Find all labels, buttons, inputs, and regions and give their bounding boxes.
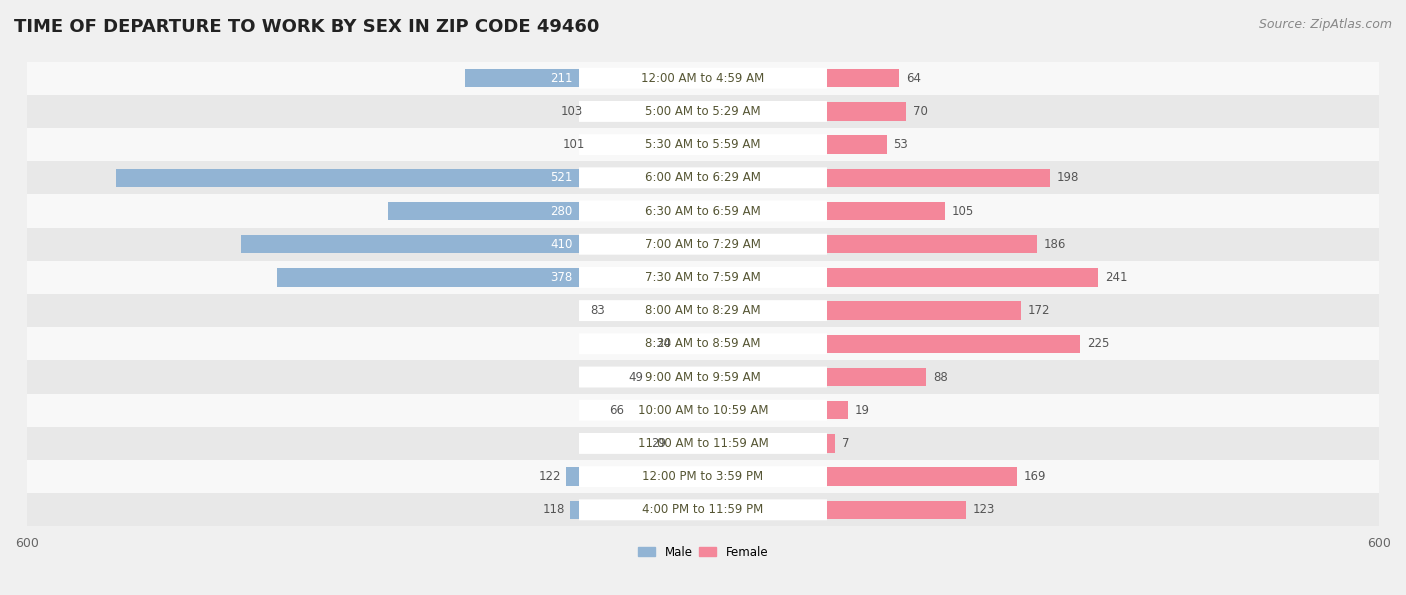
Text: 10:00 AM to 10:59 AM: 10:00 AM to 10:59 AM — [638, 404, 768, 416]
Bar — [27, 460, 1379, 493]
Text: 7:00 AM to 7:29 AM: 7:00 AM to 7:29 AM — [645, 238, 761, 250]
Text: 8:00 AM to 8:29 AM: 8:00 AM to 8:29 AM — [645, 304, 761, 317]
Bar — [388, 202, 579, 220]
Text: 122: 122 — [538, 470, 561, 483]
Bar — [827, 302, 1021, 320]
Text: TIME OF DEPARTURE TO WORK BY SEX IN ZIP CODE 49460: TIME OF DEPARTURE TO WORK BY SEX IN ZIP … — [14, 18, 599, 36]
Text: 105: 105 — [952, 205, 974, 218]
FancyBboxPatch shape — [579, 68, 827, 89]
FancyBboxPatch shape — [579, 167, 827, 188]
Bar — [827, 268, 1098, 287]
FancyBboxPatch shape — [579, 201, 827, 221]
FancyBboxPatch shape — [579, 101, 827, 122]
Text: 6:30 AM to 6:59 AM: 6:30 AM to 6:59 AM — [645, 205, 761, 218]
Bar — [27, 228, 1379, 261]
Bar — [827, 500, 966, 519]
Text: 211: 211 — [550, 72, 572, 84]
Text: 521: 521 — [550, 171, 572, 184]
Bar — [27, 161, 1379, 195]
Text: 8:30 AM to 8:59 AM: 8:30 AM to 8:59 AM — [645, 337, 761, 350]
Bar — [827, 169, 1050, 187]
Text: 241: 241 — [1105, 271, 1128, 284]
Text: 7: 7 — [842, 437, 849, 450]
Text: 12:00 PM to 3:59 PM: 12:00 PM to 3:59 PM — [643, 470, 763, 483]
Text: 5:30 AM to 5:59 AM: 5:30 AM to 5:59 AM — [645, 138, 761, 151]
Bar — [827, 235, 1036, 253]
Text: 49: 49 — [628, 371, 644, 384]
FancyBboxPatch shape — [579, 499, 827, 520]
FancyBboxPatch shape — [579, 466, 827, 487]
Text: 123: 123 — [973, 503, 994, 516]
Text: 4:00 PM to 11:59 PM: 4:00 PM to 11:59 PM — [643, 503, 763, 516]
Bar — [827, 335, 1080, 353]
Bar — [827, 368, 927, 386]
Text: 70: 70 — [912, 105, 928, 118]
Bar — [827, 202, 945, 220]
Text: 66: 66 — [609, 404, 624, 416]
Bar — [115, 169, 579, 187]
Text: 169: 169 — [1024, 470, 1046, 483]
Bar — [27, 327, 1379, 361]
Text: 12:00 AM to 4:59 AM: 12:00 AM to 4:59 AM — [641, 72, 765, 84]
Bar — [827, 468, 1018, 486]
Bar — [27, 394, 1379, 427]
FancyBboxPatch shape — [579, 300, 827, 321]
FancyBboxPatch shape — [579, 333, 827, 354]
Text: 410: 410 — [550, 238, 572, 250]
Bar — [277, 268, 579, 287]
FancyBboxPatch shape — [579, 433, 827, 454]
Text: 198: 198 — [1057, 171, 1080, 184]
Bar — [565, 468, 579, 486]
Text: 378: 378 — [550, 271, 572, 284]
FancyBboxPatch shape — [579, 400, 827, 421]
Text: 186: 186 — [1043, 238, 1066, 250]
Bar — [27, 195, 1379, 228]
FancyBboxPatch shape — [579, 267, 827, 288]
Text: 64: 64 — [905, 72, 921, 84]
Text: 29: 29 — [651, 437, 666, 450]
Bar — [27, 493, 1379, 527]
FancyBboxPatch shape — [579, 367, 827, 387]
Bar — [827, 434, 835, 453]
Bar — [27, 95, 1379, 128]
Text: 24: 24 — [657, 337, 672, 350]
Bar — [27, 62, 1379, 95]
Text: 7:30 AM to 7:59 AM: 7:30 AM to 7:59 AM — [645, 271, 761, 284]
Text: 9:00 AM to 9:59 AM: 9:00 AM to 9:59 AM — [645, 371, 761, 384]
Legend: Male, Female: Male, Female — [633, 541, 773, 563]
Text: 280: 280 — [550, 205, 572, 218]
Text: 19: 19 — [855, 404, 870, 416]
Bar — [827, 102, 905, 121]
Text: 172: 172 — [1028, 304, 1050, 317]
Bar — [27, 294, 1379, 327]
Text: 53: 53 — [893, 138, 908, 151]
Text: 83: 83 — [591, 304, 605, 317]
Bar — [27, 128, 1379, 161]
Bar — [27, 361, 1379, 394]
Text: 101: 101 — [562, 138, 585, 151]
Bar — [827, 136, 887, 154]
Text: 88: 88 — [932, 371, 948, 384]
Bar — [27, 427, 1379, 460]
Bar — [827, 401, 848, 419]
FancyBboxPatch shape — [579, 134, 827, 155]
FancyBboxPatch shape — [579, 234, 827, 255]
Bar — [569, 500, 579, 519]
Text: 225: 225 — [1087, 337, 1109, 350]
Text: 5:00 AM to 5:29 AM: 5:00 AM to 5:29 AM — [645, 105, 761, 118]
Bar — [827, 69, 898, 87]
Text: 118: 118 — [543, 503, 565, 516]
Text: 6:00 AM to 6:29 AM: 6:00 AM to 6:29 AM — [645, 171, 761, 184]
Bar — [240, 235, 579, 253]
Text: 11:00 AM to 11:59 AM: 11:00 AM to 11:59 AM — [638, 437, 768, 450]
Text: 103: 103 — [560, 105, 582, 118]
Bar — [465, 69, 579, 87]
Bar — [27, 261, 1379, 294]
Text: Source: ZipAtlas.com: Source: ZipAtlas.com — [1258, 18, 1392, 31]
